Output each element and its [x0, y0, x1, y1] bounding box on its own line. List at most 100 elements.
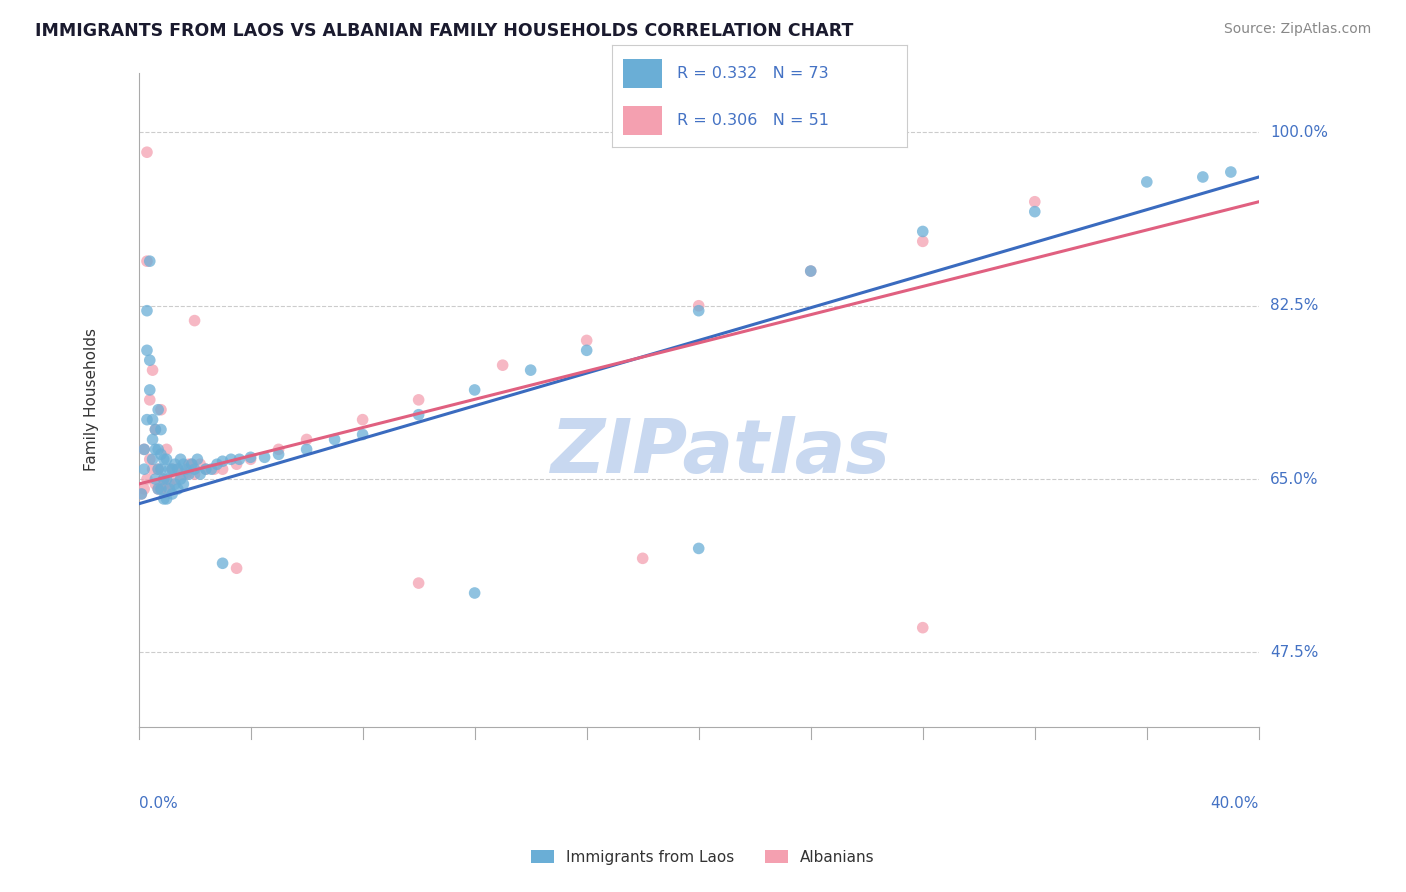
Point	[169, 472, 191, 486]
Point	[157, 482, 180, 496]
Text: 0.0%: 0.0%	[139, 796, 177, 811]
Point	[253, 450, 276, 465]
Point	[911, 224, 934, 238]
Point	[152, 452, 174, 467]
Point	[134, 462, 156, 476]
Point	[688, 303, 710, 318]
Point	[146, 462, 169, 476]
Point	[145, 472, 167, 486]
Point	[136, 145, 159, 160]
Point	[323, 433, 346, 447]
Point	[688, 299, 710, 313]
Point	[408, 408, 430, 422]
Point	[160, 462, 183, 476]
Point	[1024, 194, 1046, 209]
Point	[800, 264, 823, 278]
Text: 47.5%: 47.5%	[1270, 645, 1319, 660]
Point	[177, 457, 200, 471]
Point	[139, 452, 162, 467]
Point	[149, 423, 172, 437]
Point	[239, 452, 262, 467]
Point	[352, 427, 374, 442]
Point	[225, 561, 247, 575]
Point	[183, 313, 205, 327]
Point	[211, 556, 233, 570]
Point	[142, 433, 165, 447]
Point	[142, 462, 165, 476]
Point	[157, 477, 180, 491]
Point	[145, 442, 167, 457]
Point	[149, 482, 172, 496]
Point	[295, 442, 318, 457]
Point	[1191, 169, 1213, 184]
Point	[239, 450, 262, 465]
Point	[267, 442, 290, 457]
Point	[911, 621, 934, 635]
Point	[194, 462, 217, 476]
Point	[163, 457, 186, 471]
Legend: Immigrants from Laos, Albanians: Immigrants from Laos, Albanians	[524, 844, 882, 871]
Point	[155, 491, 177, 506]
Point	[152, 472, 174, 486]
Point	[800, 264, 823, 278]
Point	[152, 477, 174, 491]
Point	[169, 467, 191, 482]
Point	[166, 462, 188, 476]
FancyBboxPatch shape	[623, 106, 662, 135]
Point	[194, 462, 217, 476]
Point	[155, 442, 177, 457]
Text: ZIPatlas: ZIPatlas	[551, 416, 891, 489]
Point	[136, 412, 159, 426]
Point	[136, 472, 159, 486]
Point	[152, 491, 174, 506]
Point	[146, 402, 169, 417]
Point	[163, 472, 186, 486]
Point	[139, 353, 162, 368]
Text: Family Households: Family Households	[84, 328, 98, 471]
Point	[225, 457, 247, 471]
Point	[145, 423, 167, 437]
Point	[136, 343, 159, 358]
Point	[146, 442, 169, 457]
Point	[492, 358, 515, 372]
Point	[139, 392, 162, 407]
Point	[352, 412, 374, 426]
Point	[166, 482, 188, 496]
Point	[464, 383, 486, 397]
Point	[157, 462, 180, 476]
Text: 82.5%: 82.5%	[1270, 298, 1319, 313]
Point	[134, 442, 156, 457]
Point	[183, 462, 205, 476]
Point	[146, 462, 169, 476]
Point	[160, 462, 183, 476]
Point	[136, 254, 159, 268]
Point	[464, 586, 486, 600]
Point	[295, 433, 318, 447]
Point	[172, 467, 194, 482]
Point	[688, 541, 710, 556]
Point	[131, 487, 153, 501]
Point	[152, 472, 174, 486]
Point	[911, 235, 934, 249]
Point	[188, 467, 211, 482]
Point	[134, 482, 156, 496]
Point	[155, 452, 177, 467]
Point	[575, 334, 598, 348]
Point	[408, 392, 430, 407]
Text: R = 0.306   N = 51: R = 0.306 N = 51	[676, 113, 828, 128]
Point	[149, 447, 172, 461]
Point	[1024, 204, 1046, 219]
Point	[139, 383, 162, 397]
Point	[211, 462, 233, 476]
Text: 100.0%: 100.0%	[1270, 125, 1329, 140]
Text: 65.0%: 65.0%	[1270, 472, 1319, 487]
Text: R = 0.332   N = 73: R = 0.332 N = 73	[676, 66, 828, 81]
Point	[631, 551, 654, 566]
Point	[155, 472, 177, 486]
Point	[188, 457, 211, 471]
FancyBboxPatch shape	[623, 59, 662, 87]
Point	[160, 487, 183, 501]
Point	[575, 343, 598, 358]
Point	[219, 452, 242, 467]
Point	[169, 452, 191, 467]
